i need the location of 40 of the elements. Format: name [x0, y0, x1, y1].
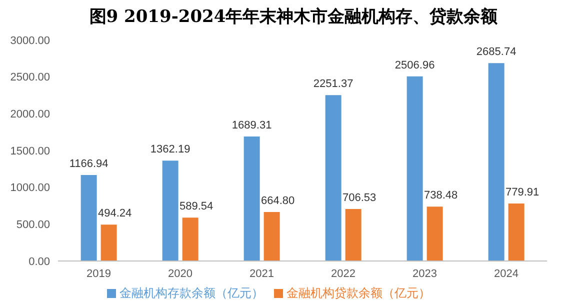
- bar: [80, 175, 97, 261]
- bar: [162, 160, 178, 261]
- data-label: 779.91: [505, 186, 540, 199]
- y-tick-label: 1000.00: [10, 182, 50, 194]
- bar: [264, 212, 280, 261]
- x-tick-label: 2020: [168, 268, 192, 280]
- x-tick-label: 2024: [494, 268, 518, 280]
- data-label: 1689.31: [232, 120, 272, 132]
- x-tick-label: 2019: [86, 268, 111, 280]
- bar: [244, 136, 260, 261]
- legend-label: 金融机构贷款余额（亿元）: [286, 286, 430, 300]
- bar: [100, 224, 117, 261]
- x-tick-label: 2023: [412, 268, 437, 280]
- bar: [488, 63, 504, 261]
- bar: [325, 95, 342, 261]
- data-label: 1166.94: [69, 158, 108, 170]
- y-tick-label: 500.00: [16, 219, 50, 232]
- data-label: 738.48: [424, 190, 458, 202]
- data-label: 589.54: [179, 200, 214, 213]
- bar: [508, 204, 524, 261]
- x-tick-label: 2022: [331, 268, 356, 280]
- bar: [182, 218, 198, 261]
- chart-title: 图9 2019-2024年年末神木市金融机构存、贷款余额: [88, 6, 499, 29]
- y-tick-label: 1500.00: [10, 145, 50, 158]
- y-tick-label: 2000.00: [10, 108, 50, 121]
- data-label: 2506.96: [394, 59, 435, 72]
- bar: [345, 208, 362, 261]
- data-label: 1362.19: [150, 144, 190, 156]
- x-tick-label: 2021: [250, 268, 274, 280]
- y-tick-label: 2500.00: [10, 72, 50, 84]
- bar: [406, 76, 423, 261]
- y-tick-label: 0.00: [28, 256, 50, 268]
- data-label: 2685.74: [476, 46, 516, 58]
- data-label: 494.24: [98, 208, 132, 220]
- bar: [426, 206, 443, 261]
- data-label: 664.80: [260, 195, 295, 208]
- data-label: 2251.37: [313, 78, 354, 90]
- y-tick-label: 3000.00: [10, 34, 50, 47]
- data-label: 706.53: [342, 192, 376, 204]
- legend-label: 金融机构存款余额（亿元）: [120, 286, 264, 300]
